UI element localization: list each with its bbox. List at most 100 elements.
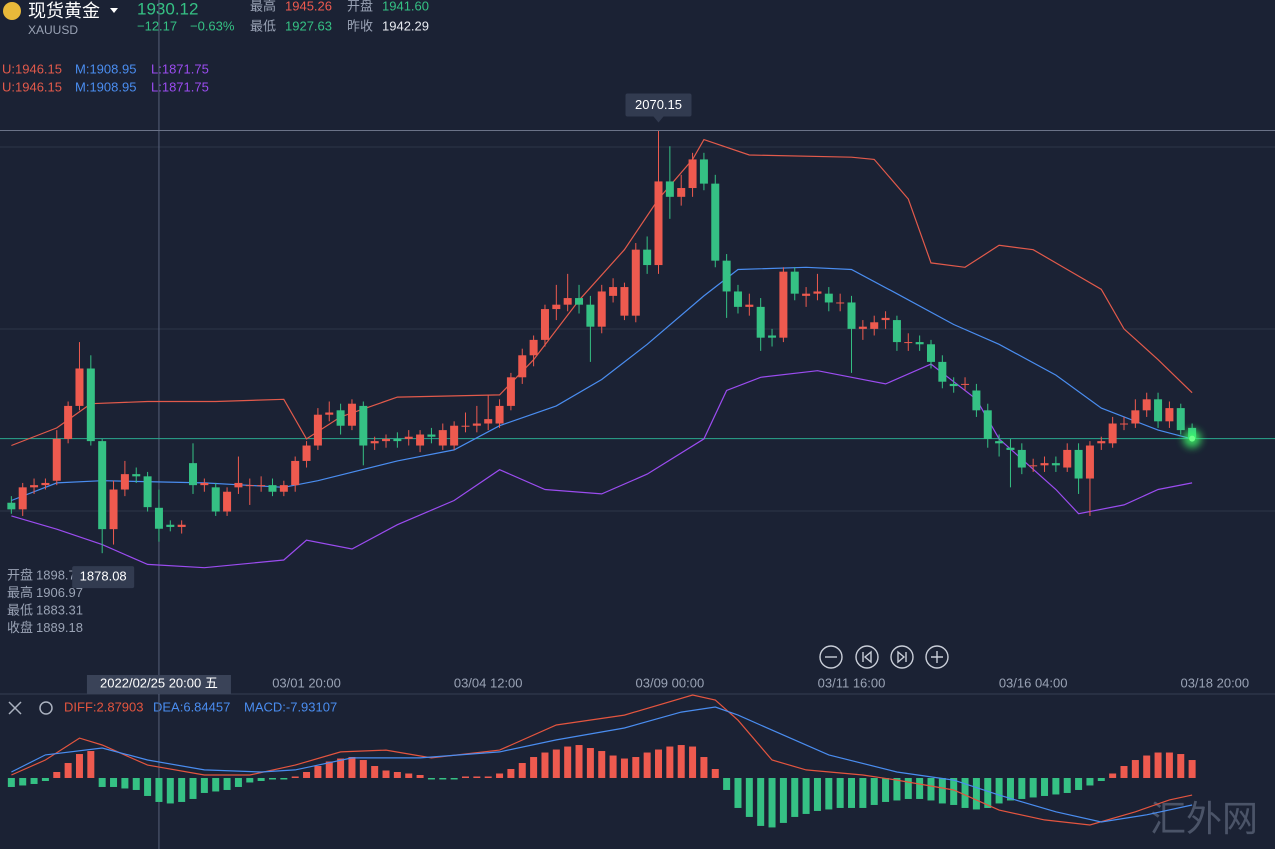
macd-bar [825, 777, 833, 810]
macd-bar [496, 773, 504, 778]
macd-bar [257, 777, 265, 781]
instrument-name[interactable]: 现货黄金 [28, 1, 100, 21]
macd-bar [1006, 777, 1014, 801]
macd-bar [405, 773, 413, 778]
macd-bar [1029, 777, 1037, 798]
x-tick-label: 03/16 04:00 [999, 675, 1068, 690]
macd-bar [359, 760, 367, 778]
last-price: 1930.12 [137, 0, 198, 18]
macd-bar [711, 769, 719, 778]
candle-body [586, 304, 595, 327]
macd-bar [598, 751, 606, 778]
candle-body [938, 361, 947, 382]
macd-bar [1177, 754, 1185, 778]
macd-bar [836, 777, 844, 808]
candle-body [1142, 399, 1151, 411]
macd-bar [768, 777, 776, 828]
macd-bar [427, 777, 435, 780]
macd-bar [564, 746, 572, 778]
macd-bar [1120, 766, 1128, 778]
candle-body [518, 355, 527, 378]
candle-body [768, 335, 777, 338]
crosshair-time: 2022/02/25 20:00 五 [100, 675, 218, 690]
macd-bar [848, 777, 856, 808]
macd-bar [382, 770, 390, 778]
candle-body [52, 438, 61, 481]
macd-bar [41, 777, 49, 781]
scroll-right-button[interactable] [890, 645, 914, 669]
candle-body [75, 368, 84, 406]
macd-bar [995, 777, 1003, 804]
macd-bar [348, 757, 356, 778]
macd-bar [121, 777, 129, 789]
change: −12.17 [137, 18, 177, 33]
candle-body [597, 291, 606, 327]
zoom-controls [819, 645, 949, 669]
macd-bar [110, 777, 118, 787]
candle-body [268, 485, 277, 492]
macd-bar [473, 776, 481, 778]
stat-label: 开盘 [347, 0, 373, 13]
macd-label: DEA:6.84457 [153, 699, 230, 714]
scroll-left-button[interactable] [855, 645, 879, 669]
candle-body [86, 368, 95, 442]
candle-body [529, 339, 538, 356]
candle-body [370, 441, 379, 444]
macd-bar [791, 777, 799, 817]
candle-body [223, 491, 232, 512]
candle-body [279, 485, 288, 492]
candle-body [1131, 410, 1140, 424]
zoom-out-button[interactable] [819, 645, 843, 669]
info-value: 1889.18 [36, 620, 83, 635]
candle-body [733, 291, 742, 307]
macd-bar [189, 777, 197, 799]
candle-body [609, 287, 618, 296]
info-value: 1906.97 [36, 585, 83, 600]
dropdown-arrow[interactable] [110, 8, 118, 13]
high-tag [625, 93, 692, 117]
macd-bar [1075, 777, 1083, 790]
candle-body [450, 425, 459, 446]
candle-body [915, 342, 924, 345]
band-label: U:1946.15 [2, 61, 62, 76]
macd-bar [893, 777, 901, 801]
candle-body [393, 438, 402, 442]
macd-bar [268, 777, 276, 780]
close-indicator-button[interactable] [8, 701, 22, 715]
settings-button[interactable] [39, 701, 53, 715]
candle-body [756, 306, 765, 338]
candle-body [7, 502, 16, 510]
candle-body [824, 293, 833, 303]
macd-bar [234, 777, 242, 787]
macd-bar [813, 777, 821, 811]
macd-bar [802, 777, 810, 814]
candle-body [1029, 465, 1038, 467]
candle-body [631, 249, 640, 316]
candle-body [620, 287, 629, 316]
gold-icon [3, 2, 21, 20]
macd-bar [416, 774, 424, 778]
macd-bar [303, 772, 311, 778]
candle-body [98, 441, 107, 530]
macd-bar [325, 761, 333, 778]
macd-bar [1143, 755, 1151, 778]
x-tick-label: 03/01 20:00 [272, 675, 341, 690]
macd-bar [575, 745, 583, 778]
candle-body [154, 507, 163, 529]
candle-body [961, 383, 970, 385]
candle-body [643, 249, 652, 266]
macd-bar [904, 777, 912, 799]
band-label: M:1908.95 [75, 79, 136, 94]
candle-body [858, 326, 867, 329]
candle-body [64, 405, 73, 439]
candle-body [1017, 449, 1026, 468]
zoom-in-button[interactable] [925, 645, 949, 669]
macd-bar [643, 752, 651, 778]
x-tick-label: 03/11 16:00 [818, 675, 886, 690]
macd-bar [439, 777, 447, 780]
stat-value: 1927.63 [285, 18, 332, 33]
stat-value: 1945.26 [285, 0, 332, 13]
stat-value: 1942.29 [382, 18, 429, 33]
